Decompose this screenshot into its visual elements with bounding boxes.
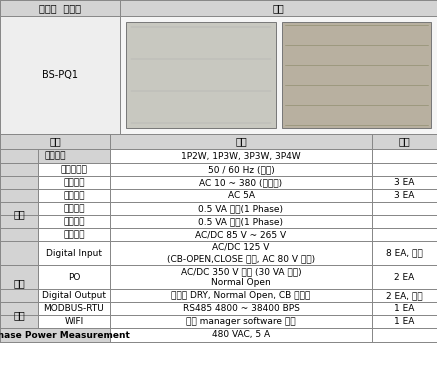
Text: RS485 4800 ~ 38400 BPS: RS485 4800 ~ 38400 BPS xyxy=(183,304,299,313)
Bar xyxy=(110,302,372,315)
Bar xyxy=(110,163,372,176)
Bar xyxy=(372,189,437,202)
Bar xyxy=(372,328,437,342)
Text: Digital Input: Digital Input xyxy=(46,248,102,258)
Bar xyxy=(38,315,110,328)
Text: 입력: 입력 xyxy=(13,209,25,219)
Text: 출력: 출력 xyxy=(13,279,25,289)
Text: WIFI: WIFI xyxy=(64,317,83,326)
Bar xyxy=(110,265,372,289)
Bar xyxy=(372,241,437,265)
Bar xyxy=(38,265,110,289)
Text: 계측기  모델명: 계측기 모델명 xyxy=(39,3,81,13)
Bar xyxy=(38,176,110,189)
Bar xyxy=(38,202,110,215)
Text: 전압부담: 전압부담 xyxy=(63,204,85,213)
Bar xyxy=(38,189,110,202)
Text: 0.5 VA 이하(1 Phase): 0.5 VA 이하(1 Phase) xyxy=(198,217,284,226)
Bar xyxy=(120,0,437,16)
Bar xyxy=(38,289,110,302)
Text: 3-Phase Power Measurement: 3-Phase Power Measurement xyxy=(0,331,129,339)
Bar xyxy=(110,241,372,265)
Text: 50 / 60 Hz (옵션): 50 / 60 Hz (옵션) xyxy=(208,165,274,174)
Bar xyxy=(38,163,110,176)
Bar xyxy=(0,328,110,342)
Text: 2 EA, 옵션: 2 EA, 옵션 xyxy=(386,291,423,300)
Bar xyxy=(372,265,437,289)
Bar xyxy=(372,134,437,149)
Bar xyxy=(281,22,431,128)
Text: 0.5 VA 이하(1 Phase): 0.5 VA 이하(1 Phase) xyxy=(198,204,284,213)
Text: 구분: 구분 xyxy=(49,137,61,146)
Bar xyxy=(110,176,372,189)
Bar xyxy=(120,16,437,134)
Text: AC/DC 125 V
(CB-OPEN,CLOSE 포함, AC 80 V 이상): AC/DC 125 V (CB-OPEN,CLOSE 포함, AC 80 V 이… xyxy=(167,243,315,263)
Text: 사양: 사양 xyxy=(235,137,247,146)
Bar xyxy=(38,228,110,241)
Text: 8 EA, 옵션: 8 EA, 옵션 xyxy=(386,248,423,258)
Text: MODBUS-RTU: MODBUS-RTU xyxy=(44,304,104,313)
Bar xyxy=(126,22,275,128)
Text: 480 VAC, 5 A: 480 VAC, 5 A xyxy=(212,331,270,339)
Text: AC 5A: AC 5A xyxy=(228,191,254,200)
Bar xyxy=(372,215,437,228)
Text: 전류입력: 전류입력 xyxy=(63,191,85,200)
Text: 결선방식: 결선방식 xyxy=(44,152,66,161)
Text: 3 EA: 3 EA xyxy=(394,191,415,200)
Text: 통신: 통신 xyxy=(13,310,25,320)
Text: 비고: 비고 xyxy=(399,137,410,146)
Bar xyxy=(0,0,437,134)
Bar xyxy=(110,328,372,342)
Bar xyxy=(372,302,437,315)
Bar xyxy=(372,289,437,302)
Bar xyxy=(372,163,437,176)
Text: 전압입력: 전압입력 xyxy=(63,178,85,187)
Bar xyxy=(372,315,437,328)
Text: 계측주파수: 계측주파수 xyxy=(61,165,87,174)
Bar xyxy=(0,265,38,302)
Bar xyxy=(0,302,38,328)
Text: 3 EA: 3 EA xyxy=(394,178,415,187)
Bar xyxy=(372,176,437,189)
Text: 사진: 사진 xyxy=(273,3,284,13)
Text: AC/DC 350 V 이하 (30 VA 이하)
Normal Open: AC/DC 350 V 이하 (30 VA 이하) Normal Open xyxy=(180,267,302,287)
Text: AC 10 ~ 380 (상전압): AC 10 ~ 380 (상전압) xyxy=(199,178,283,187)
Bar xyxy=(110,149,372,163)
Bar xyxy=(38,302,110,315)
Bar xyxy=(110,202,372,215)
Text: 제어전원: 제어전원 xyxy=(63,230,85,239)
Text: 전류부담: 전류부담 xyxy=(63,217,85,226)
Text: 전용 manager software 사용: 전용 manager software 사용 xyxy=(186,317,296,326)
Bar xyxy=(0,163,38,265)
Bar xyxy=(38,241,110,265)
Text: AC/DC 85 V ~ 265 V: AC/DC 85 V ~ 265 V xyxy=(195,230,287,239)
Bar xyxy=(110,289,372,302)
Bar xyxy=(110,215,372,228)
Text: BS-PQ1: BS-PQ1 xyxy=(42,70,78,80)
Bar xyxy=(0,134,437,342)
Text: PO: PO xyxy=(68,272,80,282)
Text: 1 EA: 1 EA xyxy=(394,317,415,326)
Text: 신호용 DRY, Normal Open, CB 제어용: 신호용 DRY, Normal Open, CB 제어용 xyxy=(171,291,311,300)
Bar xyxy=(110,315,372,328)
Bar xyxy=(110,189,372,202)
Bar xyxy=(110,228,372,241)
Bar xyxy=(110,134,372,149)
Bar xyxy=(38,215,110,228)
Text: 2 EA: 2 EA xyxy=(394,272,415,282)
Bar xyxy=(372,228,437,241)
Text: 1 EA: 1 EA xyxy=(394,304,415,313)
Text: Digital Output: Digital Output xyxy=(42,291,106,300)
Bar xyxy=(0,0,120,16)
Bar xyxy=(0,149,110,163)
Bar xyxy=(0,134,110,149)
Bar xyxy=(372,149,437,163)
Bar xyxy=(372,202,437,215)
Bar xyxy=(0,16,120,134)
Text: 1P2W, 1P3W, 3P3W, 3P4W: 1P2W, 1P3W, 3P3W, 3P4W xyxy=(181,152,301,161)
